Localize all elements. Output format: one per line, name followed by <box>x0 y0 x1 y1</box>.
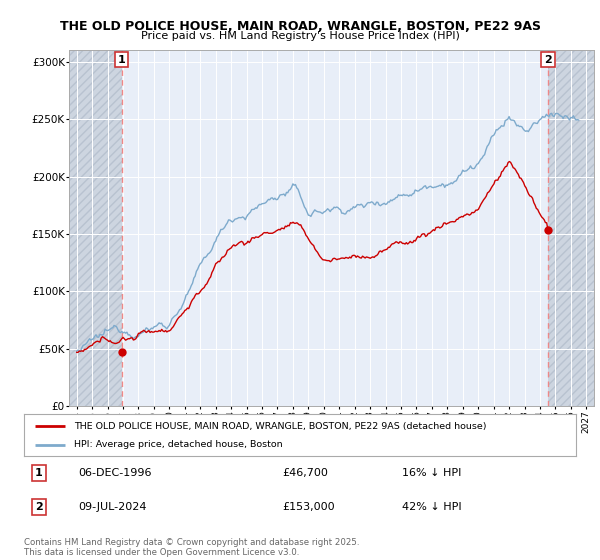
Text: THE OLD POLICE HOUSE, MAIN ROAD, WRANGLE, BOSTON, PE22 9AS (detached house): THE OLD POLICE HOUSE, MAIN ROAD, WRANGLE… <box>74 422 486 431</box>
Text: 2: 2 <box>544 54 552 64</box>
Text: £46,700: £46,700 <box>282 468 328 478</box>
Bar <box>548 50 594 406</box>
Text: 06-DEC-1996: 06-DEC-1996 <box>78 468 151 478</box>
Text: £153,000: £153,000 <box>282 502 335 512</box>
Text: HPI: Average price, detached house, Boston: HPI: Average price, detached house, Bost… <box>74 440 283 449</box>
Text: THE OLD POLICE HOUSE, MAIN ROAD, WRANGLE, BOSTON, PE22 9AS: THE OLD POLICE HOUSE, MAIN ROAD, WRANGLE… <box>59 20 541 32</box>
Bar <box>69 50 122 406</box>
Text: 16% ↓ HPI: 16% ↓ HPI <box>402 468 461 478</box>
Text: 2: 2 <box>35 502 43 512</box>
Text: 42% ↓ HPI: 42% ↓ HPI <box>402 502 461 512</box>
Text: 09-JUL-2024: 09-JUL-2024 <box>78 502 146 512</box>
Text: 1: 1 <box>35 468 43 478</box>
Text: 1: 1 <box>118 54 125 64</box>
Text: Contains HM Land Registry data © Crown copyright and database right 2025.
This d: Contains HM Land Registry data © Crown c… <box>24 538 359 557</box>
Text: Price paid vs. HM Land Registry's House Price Index (HPI): Price paid vs. HM Land Registry's House … <box>140 31 460 41</box>
